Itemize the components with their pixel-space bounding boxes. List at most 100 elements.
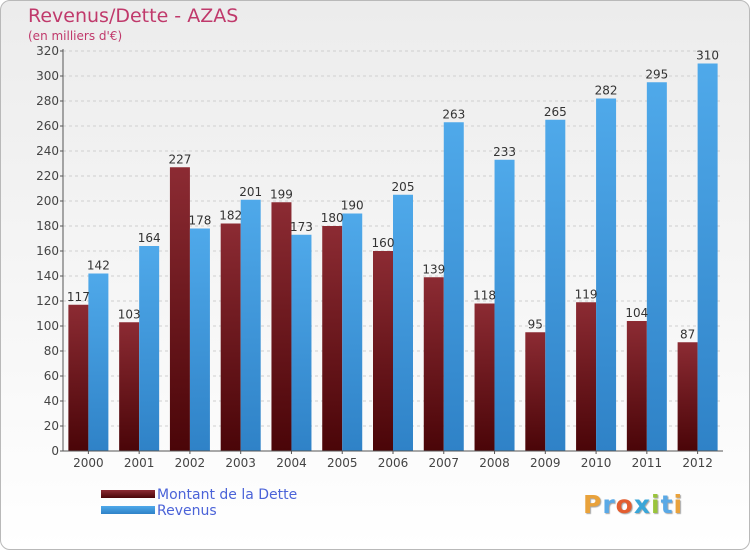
data-label-revenus: 265	[544, 105, 567, 119]
data-label-debt: 180	[321, 211, 344, 225]
data-label-debt: 227	[168, 152, 191, 166]
y-tick-label: 320	[36, 44, 59, 58]
bar-debt	[68, 304, 89, 451]
bar-debt	[576, 302, 597, 451]
data-label-debt: 117	[67, 290, 90, 304]
x-tick-label: 2004	[276, 456, 307, 470]
bar-revenus	[139, 246, 160, 451]
y-tick-label: 260	[36, 119, 59, 133]
data-label-revenus: 201	[239, 185, 262, 199]
y-tick-label: 280	[36, 94, 59, 108]
chart-title: Revenus/Dette - AZAS	[28, 5, 239, 27]
y-tick-label: 20	[44, 419, 59, 433]
legend-label-revenus: Revenus	[157, 503, 217, 519]
bar-debt	[677, 342, 698, 451]
bar-revenus	[545, 119, 566, 451]
data-label-revenus: 263	[442, 107, 465, 121]
bar-debt	[474, 303, 495, 451]
y-tick-label: 60	[44, 369, 59, 383]
data-label-revenus: 190	[341, 199, 364, 213]
y-tick-label: 220	[36, 169, 59, 183]
data-label-debt: 182	[219, 209, 242, 223]
data-label-revenus: 205	[392, 180, 415, 194]
data-label-revenus: 173	[290, 220, 313, 234]
legend-label-debt: Montant de la Dette	[157, 487, 298, 503]
logo-letter: t	[660, 490, 674, 519]
bar-debt	[626, 321, 647, 451]
y-tick-label: 200	[36, 194, 59, 208]
x-tick-label: 2002	[175, 456, 206, 470]
bar-debt	[169, 167, 190, 451]
x-tick-label: 2007	[428, 456, 459, 470]
logo-letter: r	[602, 490, 616, 519]
data-label-revenus: 310	[696, 49, 719, 63]
bar-debt	[271, 202, 292, 451]
x-tick-label: 2012	[682, 456, 713, 470]
bar-debt	[423, 277, 444, 451]
data-label-debt: 199	[270, 187, 293, 201]
x-tick-label: 2001	[124, 456, 155, 470]
data-label-revenus: 233	[493, 145, 516, 159]
x-tick-label: 2011	[632, 456, 663, 470]
data-label-debt: 104	[625, 306, 648, 320]
data-label-revenus: 282	[595, 84, 618, 98]
y-tick-label: 300	[36, 69, 59, 83]
data-label-revenus: 164	[138, 231, 161, 245]
proxiti-logo: Proxiti	[583, 490, 683, 519]
bar-revenus	[494, 159, 515, 451]
x-tick-label: 2000	[73, 456, 104, 470]
bar-revenus	[189, 228, 210, 451]
y-tick-label: 100	[36, 319, 59, 333]
bar-revenus	[697, 63, 718, 451]
y-tick-label: 140	[36, 269, 59, 283]
x-tick-label: 2009	[530, 456, 561, 470]
bar-revenus	[393, 194, 413, 451]
bar-debt	[322, 226, 343, 451]
x-tick-label: 2003	[225, 456, 256, 470]
bars	[68, 63, 718, 451]
bar-revenus	[88, 273, 109, 451]
bar-debt	[373, 251, 393, 451]
x-tick-label: 2006	[378, 456, 409, 470]
data-label-debt: 139	[422, 262, 445, 276]
logo-letter: i	[651, 490, 661, 519]
y-tick-label: 240	[36, 144, 59, 158]
y-tick-label: 160	[36, 244, 59, 258]
logo-letter: i	[673, 490, 684, 519]
y-tick-label: 40	[44, 394, 59, 408]
bar-revenus	[291, 234, 312, 451]
bar-debt	[525, 332, 546, 451]
legend-swatch-debt	[101, 490, 155, 498]
x-tick-label: 2008	[479, 456, 510, 470]
x-tick-label: 2005	[327, 456, 358, 470]
y-tick-label: 80	[44, 344, 59, 358]
data-label-debt: 95	[528, 317, 543, 331]
logo-letter: o	[615, 490, 634, 519]
y-tick-label: 120	[36, 294, 59, 308]
data-label-debt: 119	[575, 287, 598, 301]
chart-subtitle: (en milliers d'€)	[28, 29, 123, 43]
bar-revenus	[443, 122, 464, 451]
bar-debt	[119, 322, 140, 451]
logo-letter: x	[633, 490, 651, 519]
bar-debt	[220, 223, 241, 451]
data-label-debt: 118	[473, 289, 496, 303]
data-label-revenus: 142	[87, 259, 110, 273]
y-tick-label: 180	[36, 219, 59, 233]
logo-letter: P	[583, 490, 603, 519]
data-label-debt: 160	[372, 236, 395, 250]
data-label-revenus: 178	[188, 214, 211, 228]
x-tick-label: 2010	[581, 456, 612, 470]
data-label-debt: 103	[118, 307, 141, 321]
y-tick-label: 0	[51, 444, 59, 458]
bar-revenus	[240, 199, 261, 451]
legend-swatch-revenus	[101, 506, 155, 514]
bar-revenus	[342, 213, 363, 451]
bar-revenus	[646, 82, 667, 451]
data-label-debt: 87	[680, 327, 695, 341]
axes: 0 20 40 60 80 100 120 140 160 180 200 220 240 260 280 3…	[36, 44, 723, 470]
data-label-revenus: 295	[645, 67, 668, 81]
bar-revenus	[596, 98, 617, 451]
